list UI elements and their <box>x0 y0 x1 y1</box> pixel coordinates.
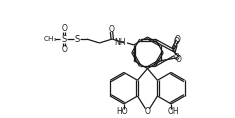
Text: O: O <box>108 25 114 34</box>
Text: O: O <box>61 24 67 33</box>
Text: O: O <box>145 107 150 116</box>
Text: O: O <box>176 55 182 64</box>
Text: S: S <box>74 35 79 44</box>
Text: NH: NH <box>114 38 126 47</box>
Text: OH: OH <box>167 107 179 116</box>
Text: O: O <box>175 35 181 44</box>
Text: CH₃: CH₃ <box>44 36 57 42</box>
Text: HO: HO <box>116 107 128 116</box>
Text: O: O <box>174 38 180 46</box>
Text: O: O <box>174 53 180 62</box>
Text: S: S <box>62 35 67 44</box>
Text: O: O <box>61 45 67 54</box>
